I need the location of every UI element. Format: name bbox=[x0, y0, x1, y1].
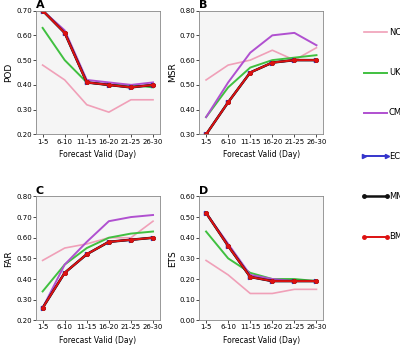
X-axis label: Forecast Valid (Day): Forecast Valid (Day) bbox=[59, 150, 136, 159]
Text: MME: MME bbox=[389, 192, 400, 201]
Text: A: A bbox=[36, 0, 45, 10]
X-axis label: Forecast Valid (Day): Forecast Valid (Day) bbox=[223, 150, 300, 159]
X-axis label: Forecast Valid (Day): Forecast Valid (Day) bbox=[223, 336, 300, 345]
Text: ECMWF: ECMWF bbox=[389, 152, 400, 161]
Y-axis label: ETS: ETS bbox=[168, 250, 177, 267]
Y-axis label: POD: POD bbox=[4, 63, 13, 82]
Text: B: B bbox=[200, 0, 208, 10]
Y-axis label: FAR: FAR bbox=[4, 250, 13, 267]
Text: D: D bbox=[200, 186, 209, 196]
Text: BMA: BMA bbox=[389, 232, 400, 241]
Text: CMA: CMA bbox=[389, 108, 400, 117]
X-axis label: Forecast Valid (Day): Forecast Valid (Day) bbox=[59, 336, 136, 345]
Y-axis label: MSR: MSR bbox=[168, 63, 177, 82]
Text: C: C bbox=[36, 186, 44, 196]
Text: UK: UK bbox=[389, 68, 400, 77]
Text: NCEP: NCEP bbox=[389, 28, 400, 37]
